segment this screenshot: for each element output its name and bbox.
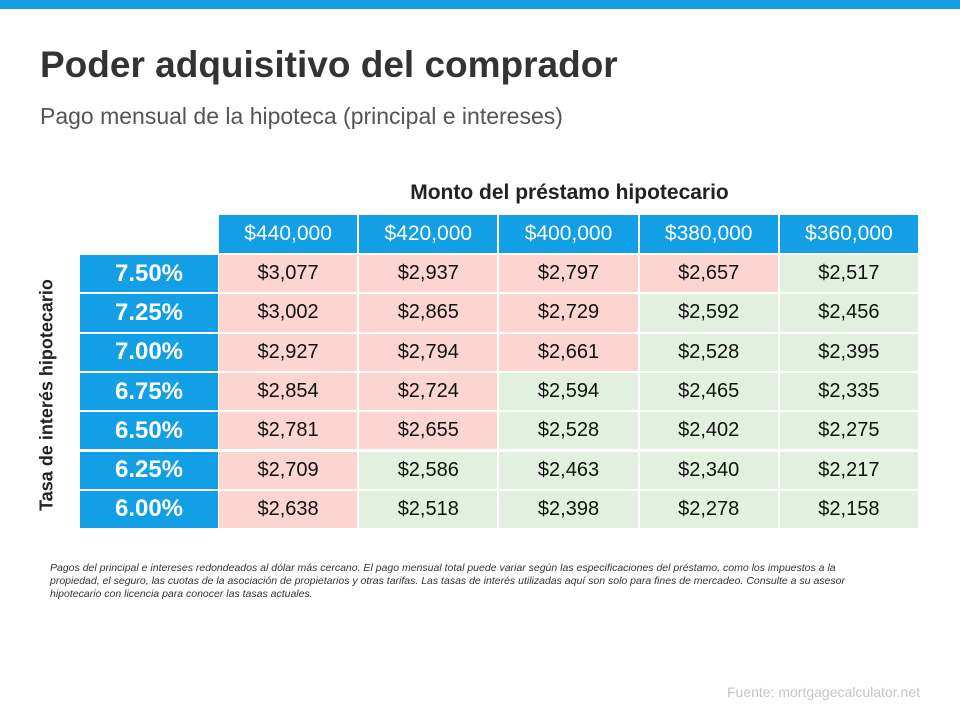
payment-cell: $3,077 bbox=[219, 255, 358, 293]
payment-cell: $2,402 bbox=[639, 412, 778, 450]
column-header: $400,000 bbox=[499, 215, 638, 253]
source: Fuente: mortgagecalculator.net bbox=[726, 684, 920, 700]
payment-cell: $2,657 bbox=[639, 255, 778, 293]
payment-cell: $2,586 bbox=[359, 451, 498, 489]
top-bar bbox=[0, 0, 960, 9]
payment-cell: $2,709 bbox=[219, 451, 358, 489]
payment-cell: $2,592 bbox=[639, 294, 778, 332]
column-title: Monto del préstamo hipotecario bbox=[410, 181, 729, 204]
payment-cell: $2,854 bbox=[219, 372, 358, 411]
payment-cell: $2,217 bbox=[779, 451, 918, 489]
payment-cell: $2,724 bbox=[359, 372, 498, 411]
column-header: $420,000 bbox=[359, 215, 498, 253]
rate-label: 6.50% bbox=[80, 412, 218, 450]
payment-cell: $2,781 bbox=[219, 412, 358, 450]
footnote: Pagos del principal e intereses redondea… bbox=[50, 562, 845, 600]
payment-cell: $2,463 bbox=[499, 451, 638, 489]
payment-cell: $2,594 bbox=[499, 372, 638, 411]
rate-label: 7.25% bbox=[80, 294, 218, 332]
rate-label: 6.75% bbox=[80, 372, 218, 411]
payment-cell: $2,517 bbox=[779, 255, 918, 293]
payment-cell: $2,655 bbox=[359, 412, 498, 450]
payment-cell: $2,794 bbox=[359, 333, 498, 371]
payment-cell: $2,335 bbox=[779, 372, 918, 411]
payment-cell: $2,937 bbox=[359, 255, 498, 293]
title: Poder adquisitivo del comprador bbox=[40, 44, 618, 85]
column-header: $380,000 bbox=[639, 215, 778, 253]
rate-label: 6.00% bbox=[80, 490, 218, 529]
payment-cell: $2,465 bbox=[639, 372, 778, 411]
column-header: $360,000 bbox=[779, 215, 918, 253]
payment-cell: $2,927 bbox=[219, 333, 358, 371]
payment-cell: $2,158 bbox=[779, 490, 918, 529]
payment-cell: $2,528 bbox=[499, 412, 638, 450]
payment-cell: $2,865 bbox=[359, 294, 498, 332]
payment-cell: $2,275 bbox=[779, 412, 918, 450]
payment-cell: $2,340 bbox=[639, 451, 778, 489]
rate-label: 7.50% bbox=[80, 255, 218, 293]
payment-cell: $3,002 bbox=[219, 294, 358, 332]
payment-cell: $2,661 bbox=[499, 333, 638, 371]
payment-cell: $2,528 bbox=[639, 333, 778, 371]
payment-cell: $2,638 bbox=[219, 490, 358, 529]
row-title: Tasa de interés hipotecario bbox=[36, 279, 57, 511]
subtitle: Pago mensual de la hipoteca (principal e… bbox=[40, 103, 563, 129]
rate-label: 7.00% bbox=[80, 333, 218, 371]
payment-cell: $2,395 bbox=[779, 333, 918, 371]
payment-cell: $2,518 bbox=[359, 490, 498, 529]
payment-cell: $2,797 bbox=[499, 255, 638, 293]
column-header: $440,000 bbox=[219, 215, 358, 253]
payment-cell: $2,456 bbox=[779, 294, 918, 332]
rate-label: 6.25% bbox=[80, 451, 218, 489]
payment-cell: $2,729 bbox=[499, 294, 638, 332]
payment-cell: $2,398 bbox=[499, 490, 638, 529]
payment-cell: $2,278 bbox=[639, 490, 778, 529]
